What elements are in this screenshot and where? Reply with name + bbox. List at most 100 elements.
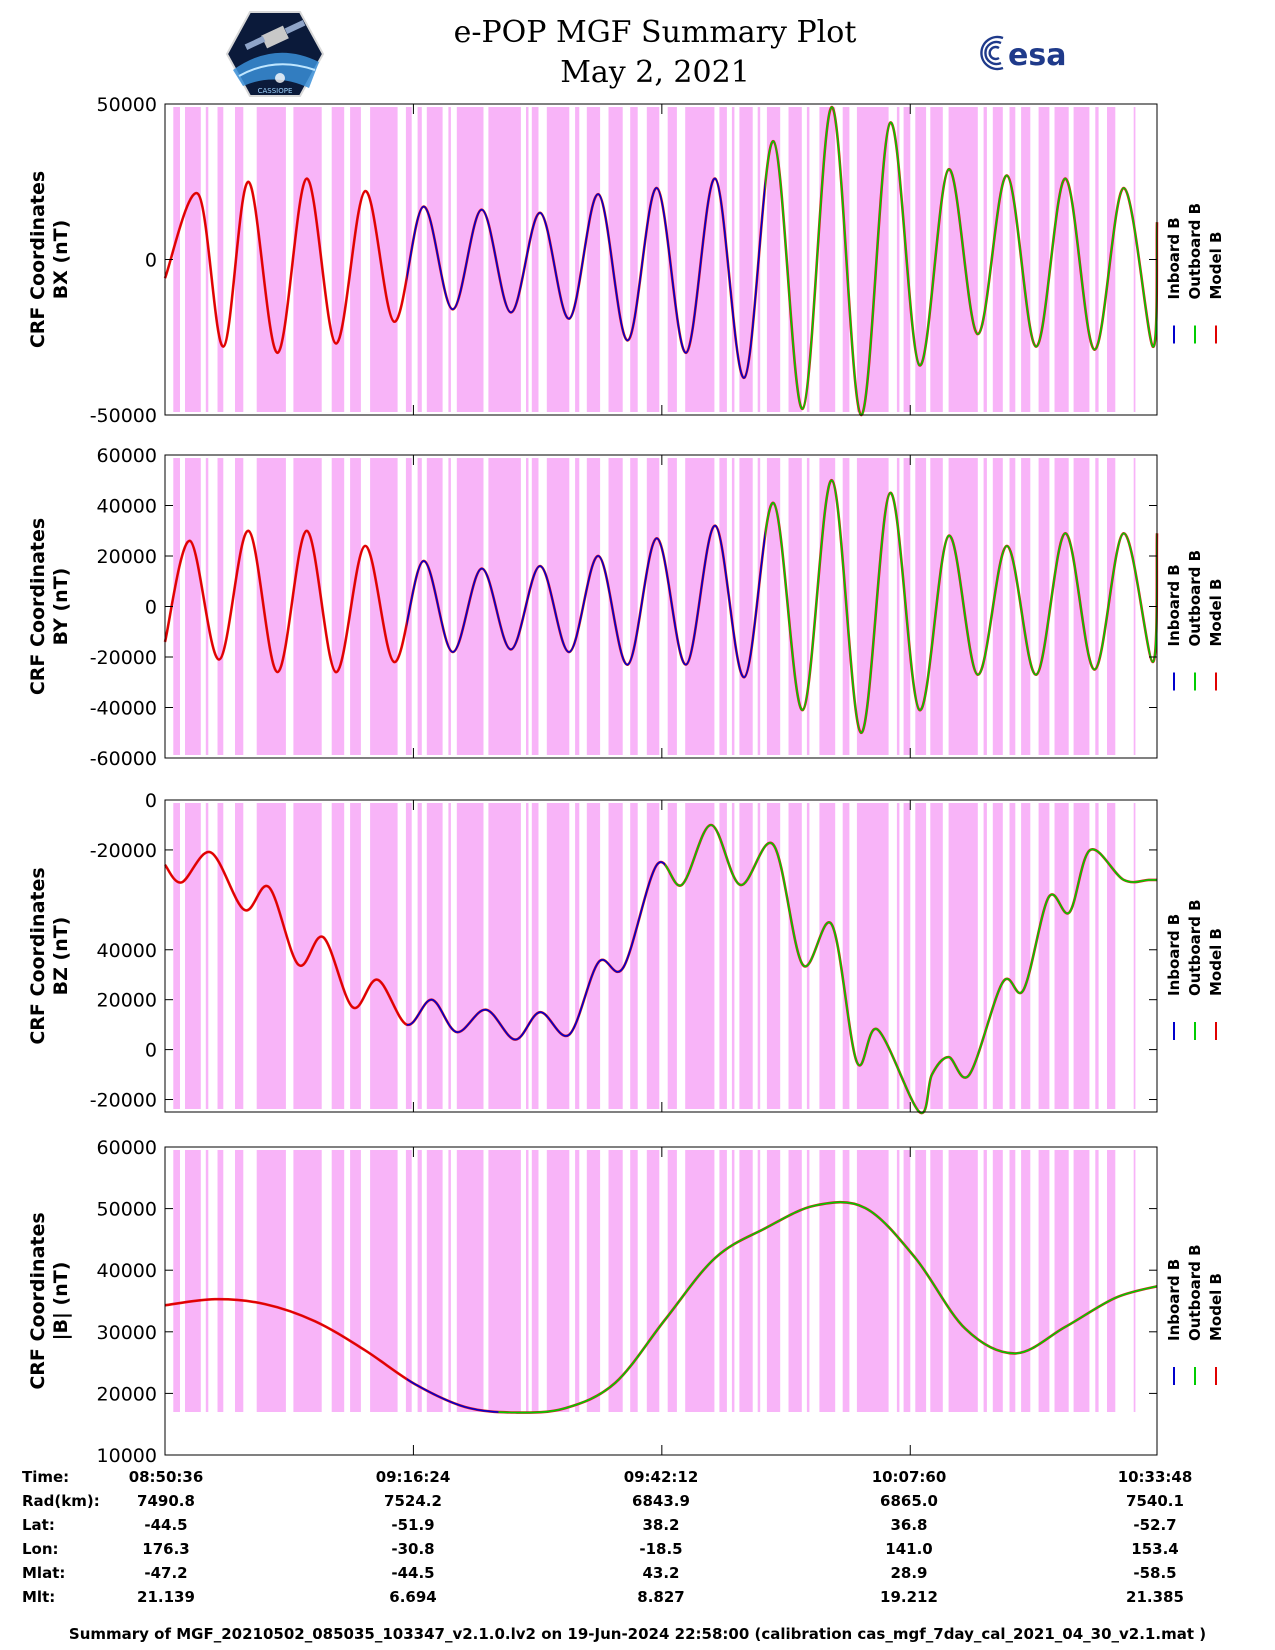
y-tick-label-panel2: 60000	[97, 445, 157, 467]
info-lat-col-1: -44.5	[144, 1516, 188, 1534]
shading-band-panel4-49	[1095, 1150, 1099, 1412]
shading-band-panel1-2	[185, 107, 201, 412]
shading-band-panel4-17	[526, 1150, 529, 1412]
shading-band-panel3-28	[731, 803, 735, 1109]
shading-band-panel2-51	[1133, 458, 1136, 755]
shading-band-panel4-38	[903, 1150, 911, 1412]
legend-label-inboard-panel3: Inboard B	[1165, 914, 1183, 996]
shading-band-panel1-1	[173, 107, 180, 412]
shading-band-panel2-20	[575, 458, 580, 755]
inboard-b-segment-panel2	[406, 524, 766, 679]
shading-band-panel3-36	[856, 803, 889, 1109]
shading-band-panel4-18	[531, 1150, 539, 1412]
shading-band-panel3-48	[1073, 803, 1090, 1109]
shading-band-panel2-8	[331, 458, 345, 755]
shading-band-panel1-20	[575, 107, 580, 412]
shading-band-panel1-8	[331, 107, 345, 412]
shading-band-panel2-29	[739, 458, 753, 755]
info-lon-col-1: 176.3	[142, 1540, 190, 1558]
axes-box-panel4	[164, 1146, 1158, 1456]
shading-band-panel3-31	[766, 803, 781, 1109]
info-lon-col-3: -18.5	[639, 1540, 683, 1558]
y-tick-label-panel3: 20000	[97, 990, 157, 1012]
shading-band-panel4-9	[350, 1150, 361, 1412]
model-b-segment-panel3	[165, 851, 407, 1026]
shading-band-panel1-31	[766, 107, 781, 412]
info-label-lat: Lat:	[22, 1516, 55, 1534]
esa-logo-text: esa	[1008, 38, 1066, 73]
shading-band-panel2-17	[526, 458, 529, 755]
outboard-b-segment-panel2	[765, 479, 1157, 734]
shading-band-panel4-46	[1038, 1150, 1050, 1412]
legend-label-model-panel4: Model B	[1207, 1273, 1225, 1341]
shading-band-panel3-38	[903, 803, 911, 1109]
y-tick-label-panel2: -20000	[90, 647, 157, 669]
shading-band-panel4-47	[1054, 1150, 1069, 1412]
shading-band-panel2-16	[488, 458, 521, 755]
shading-band-panel4-48	[1073, 1150, 1090, 1412]
shading-band-panel3-5	[235, 803, 244, 1109]
shading-band-panel4-50	[1107, 1150, 1116, 1412]
info-lon-col-2: -30.8	[391, 1540, 435, 1558]
footer-summary: Summary of MGF_20210502_085035_103347_v2…	[68, 1625, 1207, 1643]
shading-band-panel3-30	[757, 803, 761, 1109]
shading-band-panel3-13	[426, 803, 443, 1109]
shading-band-panel2-37	[896, 458, 900, 755]
shading-band-panel2-28	[731, 458, 735, 755]
info-mlt-col-2: 6.694	[389, 1588, 437, 1606]
shading-band-panel3-33	[806, 803, 810, 1109]
shading-band-panel3-29	[739, 803, 753, 1109]
legend-label-outboard-panel2: Outboard B	[1186, 550, 1204, 647]
shading-band-panel1-19	[546, 107, 570, 412]
shading-band-panel4-15	[456, 1150, 484, 1412]
cassiope-logo-caption: CASSIOPE	[258, 87, 293, 95]
shading-band-panel2-22	[608, 458, 623, 755]
shading-band-panel1-21	[586, 107, 601, 412]
info-time-col-5: 10:33:48	[1117, 1468, 1193, 1486]
shading-band-panel4-28	[731, 1150, 735, 1412]
shading-band-panel1-24	[646, 107, 660, 412]
shading-band-panel1-33	[806, 107, 810, 412]
shading-band-panel2-49	[1095, 458, 1099, 755]
info-lat-col-2: -51.9	[391, 1516, 435, 1534]
shading-band-panel3-43	[992, 803, 1003, 1109]
shading-band-panel3-51	[1133, 803, 1136, 1109]
shading-band-panel2-45	[1021, 458, 1031, 755]
shading-band-panel1-15	[456, 107, 484, 412]
info-radius-col-1: 7490.8	[137, 1492, 195, 1510]
shading-band-panel2-39	[915, 458, 927, 755]
shading-band-panel4-20	[575, 1150, 580, 1412]
info-mlt-col-4: 19.212	[880, 1588, 938, 1606]
shading-band-panel2-33	[806, 458, 810, 755]
shading-band-panel2-23	[630, 458, 638, 755]
shading-band-panel4-5	[235, 1150, 244, 1412]
shading-band-panel1-13	[426, 107, 443, 412]
shading-band-panel3-17	[526, 803, 529, 1109]
y-tick-label-panel2: 20000	[97, 546, 157, 568]
shading-band-panel3-22	[608, 803, 623, 1109]
info-mlat-col-1: -47.2	[144, 1564, 188, 1582]
shading-band-panel4-4	[217, 1150, 224, 1412]
legend-label-model-panel3: Model B	[1207, 928, 1225, 996]
shading-band-panel3-44	[1009, 803, 1016, 1109]
shading-band-panel1-46	[1038, 107, 1050, 412]
shading-band-panel4-24	[646, 1150, 660, 1412]
y-tick-label-panel1: 0	[145, 250, 157, 272]
shading-band-panel1-3	[205, 107, 209, 412]
shading-band-panel4-43	[992, 1150, 1003, 1412]
legend-label-outboard-panel3: Outboard B	[1186, 899, 1204, 996]
shading-band-panel3-20	[575, 803, 580, 1109]
y-tick-label-panel3: -20000	[90, 1090, 157, 1112]
info-label-mlat: Mlat:	[22, 1564, 66, 1582]
y-tick-label-panel4: 10000	[97, 1445, 157, 1467]
info-mlat-col-3: 43.2	[642, 1564, 680, 1582]
shading-band-panel1-47	[1054, 107, 1069, 412]
shading-band-panel3-9	[350, 803, 361, 1109]
shading-band-panel1-4	[217, 107, 224, 412]
shading-band-panel2-24	[646, 458, 660, 755]
legend-label-inboard-panel2: Inboard B	[1165, 564, 1183, 646]
shading-band-panel2-30	[757, 458, 761, 755]
shading-band-panel4-42	[983, 1150, 987, 1412]
shading-band-panel4-33	[806, 1150, 810, 1412]
outboard-b-segment-panel1	[765, 106, 1157, 416]
